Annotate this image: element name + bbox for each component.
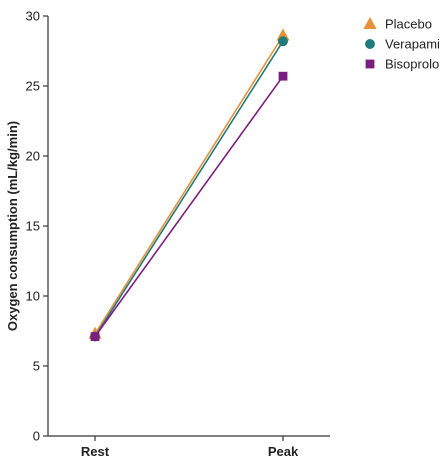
series-bisoprolol (90, 71, 288, 341)
axes (47, 16, 330, 437)
x-ticks: Rest Peak (81, 436, 299, 459)
legend-item-bisoprolol: Bisoprolol (365, 57, 440, 72)
legend: Placebo Verapamil Bisoprolol (363, 17, 440, 72)
series-placebo (88, 28, 290, 339)
x-tick-label: Peak (268, 444, 299, 459)
y-tick-label: 20 (26, 149, 40, 164)
legend-item-placebo: Placebo (363, 17, 432, 32)
series-line-bisoprolol (94, 75, 284, 338)
y-tick-label: 5 (33, 359, 40, 374)
y-tick-label: 25 (26, 79, 40, 94)
y-ticks: 0 5 10 15 20 25 30 (26, 9, 48, 444)
data-point-bisoprolol (90, 332, 100, 341)
y-tick-label: 0 (33, 429, 40, 444)
series-group (88, 28, 290, 342)
legend-label-bisoprolol: Bisoprolol (385, 57, 440, 72)
y-tick-label: 10 (26, 289, 40, 304)
y-axis-title: Oxygen consumption (mL/kg/min) (5, 121, 20, 331)
legend-marker-placebo (363, 16, 377, 29)
x-tick-label: Rest (81, 444, 110, 459)
y-tick-label: 30 (26, 9, 40, 24)
series-line-placebo (94, 35, 284, 335)
legend-marker-bisoprolol (365, 59, 375, 69)
y-tick-label: 15 (26, 219, 40, 234)
data-point-bisoprolol (278, 71, 288, 81)
legend-label-verapamil: Verapamil (385, 37, 440, 52)
data-point-verapamil (278, 36, 288, 47)
legend-item-verapamil: Verapamil (365, 37, 440, 52)
legend-marker-verapamil (365, 39, 375, 49)
legend-label-placebo: Placebo (385, 17, 432, 32)
series-line-verapamil (94, 40, 284, 338)
